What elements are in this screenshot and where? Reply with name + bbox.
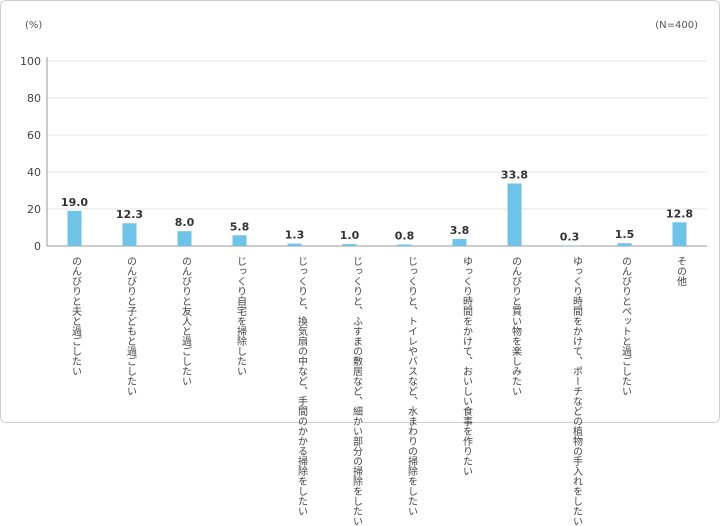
x-tick-label-line: のんびりと買い物を楽しみたい [509, 256, 521, 396]
y-tick-label: 80 [27, 92, 41, 105]
bar [397, 244, 412, 246]
x-tick-label-line: のんびりとペットと過ごしたい [619, 256, 631, 396]
x-tick-label: じっくりと、トイレやバスなど、 水まわりの掃除をしたい [393, 256, 417, 516]
x-tick-label-line: 手間のかかる掃除をしたい [295, 396, 307, 516]
bar [287, 243, 302, 246]
y-unit-label: (%) [25, 20, 43, 31]
data-label: 3.8 [450, 224, 470, 237]
data-label: 0.3 [560, 230, 580, 243]
bar [562, 245, 577, 247]
x-tick-label-line: じっくりと、ふすまの敷居など、 [350, 256, 362, 406]
x-tick-label: ゆっくり時間をかけて、 おいしい食事を作りたい [448, 256, 472, 476]
x-tick-label-line: じっくりと、トイレやバスなど、 [405, 256, 417, 406]
x-tick-label: のんびりと子どもと過ごしたい [124, 256, 136, 422]
x-tick-label: じっくりと、ふすまの敷居など、 細かい部分の掃除をしたい [338, 256, 362, 526]
data-label: 19.0 [61, 196, 88, 209]
bar [672, 222, 687, 246]
x-tick-label-line: のんびりと友人と過ごしたい [179, 256, 191, 386]
data-label: 5.8 [230, 220, 250, 233]
x-tick-label-line: じっくりと、換気扇の中など、 [295, 256, 307, 396]
data-label: 1.0 [340, 229, 360, 242]
x-tick-label-line: おいしい食事を作りたい [460, 366, 472, 476]
x-tick-label-line: などの植物の手入れをしたい [570, 396, 582, 526]
bar [452, 238, 467, 246]
data-label: 0.8 [395, 230, 415, 243]
y-tick-label: 40 [27, 166, 41, 179]
x-tick-label-line: のんびりと子どもと過ごしたい [124, 256, 136, 396]
x-tick-label: のんびりと友人と過ごしたい [179, 256, 191, 422]
x-tick-label: ゆっくり時間をかけて、ポーチ などの植物の手入れをしたい [558, 256, 582, 526]
bar [177, 231, 192, 246]
x-tick-label-line: じっくり自宅を掃除したい [234, 256, 246, 376]
data-label: 8.0 [175, 216, 195, 229]
bar [67, 210, 82, 246]
x-tick-label: その他 [674, 256, 686, 422]
data-label: 1.5 [615, 228, 635, 241]
y-tick-label: 20 [27, 203, 41, 216]
x-tick-label: のんびりと夫と過ごしたい [69, 256, 81, 422]
x-tick-label-line: のんびりと夫と過ごしたい [69, 256, 81, 376]
x-tick-label: のんびりと買い物を楽しみたい [509, 256, 521, 422]
bar [617, 243, 632, 246]
data-label: 12.3 [116, 208, 143, 221]
x-tick-label: じっくりと、換気扇の中など、 手間のかかる掃除をしたい [283, 256, 307, 516]
y-tick-label: 100 [20, 55, 41, 68]
sample-size-label: (N=400) [655, 20, 698, 31]
x-tick-label: じっくり自宅を掃除したい [234, 256, 246, 422]
x-tick-label: のんびりとペットと過ごしたい [619, 256, 631, 422]
x-tick-label-line: その他 [674, 256, 686, 286]
y-tick-label: 0 [34, 240, 41, 253]
y-tick-label: 60 [27, 129, 41, 142]
bar [342, 244, 357, 246]
data-label: 33.8 [501, 168, 528, 181]
x-tick-label-line: ゆっくり時間をかけて、 [460, 256, 472, 366]
bar-chart: 0 20 40 60 80 100 19.0 12.3 8.0 5.8 1.3 1.0 0.8 3.8 33… [20, 55, 707, 253]
bar [507, 183, 522, 246]
bar [122, 223, 137, 246]
x-tick-label-line: ゆっくり時間をかけて、ポーチ [570, 256, 582, 396]
chart-frame [0, 0, 720, 423]
data-label: 1.3 [285, 229, 305, 242]
data-label: 12.8 [666, 207, 693, 220]
x-tick-label-line: 細かい部分の掃除をしたい [350, 406, 362, 526]
bar [232, 235, 247, 246]
